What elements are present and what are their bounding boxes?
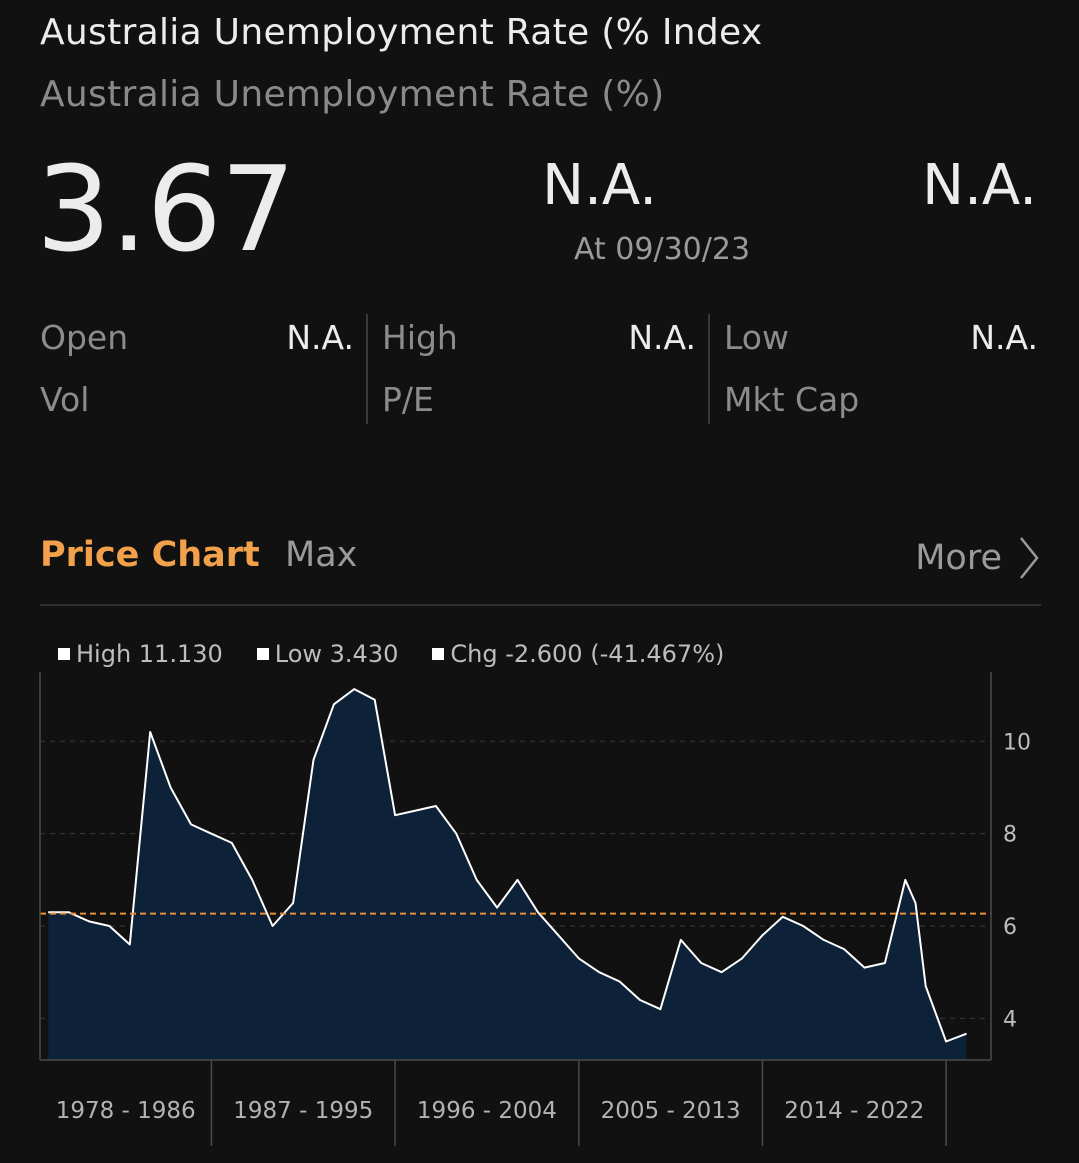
stat-market-cap: Mkt Cap [724,372,1038,434]
stat-volume: Vol [40,372,354,434]
stats-divider [366,314,368,424]
chart-axes [39,672,992,1061]
chart-tabs: Price Chart Max More [40,535,1040,605]
last-price: 3.67 [36,140,296,278]
stat-label: Low [724,318,789,357]
stat-label: P/E [382,380,434,419]
x-period-label: 2014 - 2022 [784,1098,924,1124]
stats-divider [708,314,710,424]
y-axis-ticks: 4 6 8 10 [1003,730,1031,1032]
chevron-right-icon [1020,537,1039,579]
x-period-label: 1996 - 2004 [417,1098,557,1124]
stat-label: High [382,318,458,357]
stats-column: Low N.A. Mkt Cap [724,310,1038,425]
price-chart[interactable]: 4 6 8 10 1978 - 1986 1987 - 1995 1996 - 2004 2… [0,660,1079,1163]
y-tick-label: 10 [1003,730,1031,755]
y-tick-label: 4 [1003,1007,1017,1032]
stat-open: Open N.A. [40,310,354,372]
stats-column: Open N.A. Vol [40,310,354,425]
y-tick-label: 6 [1003,915,1017,940]
more-button[interactable]: More [915,535,1040,581]
tab-price-chart[interactable]: Price Chart [40,535,260,575]
legend-square-icon [256,648,269,660]
chart-series-line [48,688,967,1043]
legend-high: High 11.130 [58,640,223,668]
x-period-label: 2005 - 2013 [601,1098,741,1124]
stats-column: High N.A. P/E [382,310,696,425]
price-change-percent: N.A. [922,153,1037,218]
legend-square-icon [432,648,445,660]
legend-low-label: Low 3.430 [274,640,399,668]
x-axis-labels: 1978 - 1986 1987 - 1995 1996 - 2004 2005 - … [56,1060,947,1146]
legend-square-icon [58,648,70,660]
x-period-label: 1987 - 1995 [233,1098,373,1124]
page-subtitle: Australia Unemployment Rate (%) [40,74,665,115]
stat-label: Vol [40,380,90,419]
x-period-label: 1978 - 1986 [56,1098,196,1124]
stat-value: N.A. [628,318,696,357]
chart-legend: High 11.130 Low 3.430 Chg -2.600 (-41.46… [58,640,724,668]
legend-change-label: Chg -2.600 (-41.467%) [450,640,725,668]
as-of-date: At 09/30/23 [574,232,751,267]
tabs-divider [40,604,1041,606]
stat-value: N.A. [286,318,354,357]
stats-grid: Open N.A. Vol High N.A. P/E Low N.A. Mkt… [40,310,1040,425]
range-selector[interactable]: Max [285,535,358,575]
price-change: N.A. [542,153,657,218]
y-tick-label: 8 [1003,823,1017,848]
chart-area [48,689,967,1060]
stat-high: High N.A. [382,310,696,372]
stat-low: Low N.A. [724,310,1038,372]
page-title: Australia Unemployment Rate (% Index [40,12,763,53]
more-label: More [915,538,1002,578]
stat-label: Open [40,318,129,357]
stat-pe: P/E [382,372,696,434]
legend-high-label: High 11.130 [76,640,223,668]
stat-label: Mkt Cap [724,380,860,419]
stat-value: N.A. [970,318,1038,357]
legend-change: Chg -2.600 (-41.467%) [432,640,724,668]
legend-low: Low 3.430 [256,640,399,668]
